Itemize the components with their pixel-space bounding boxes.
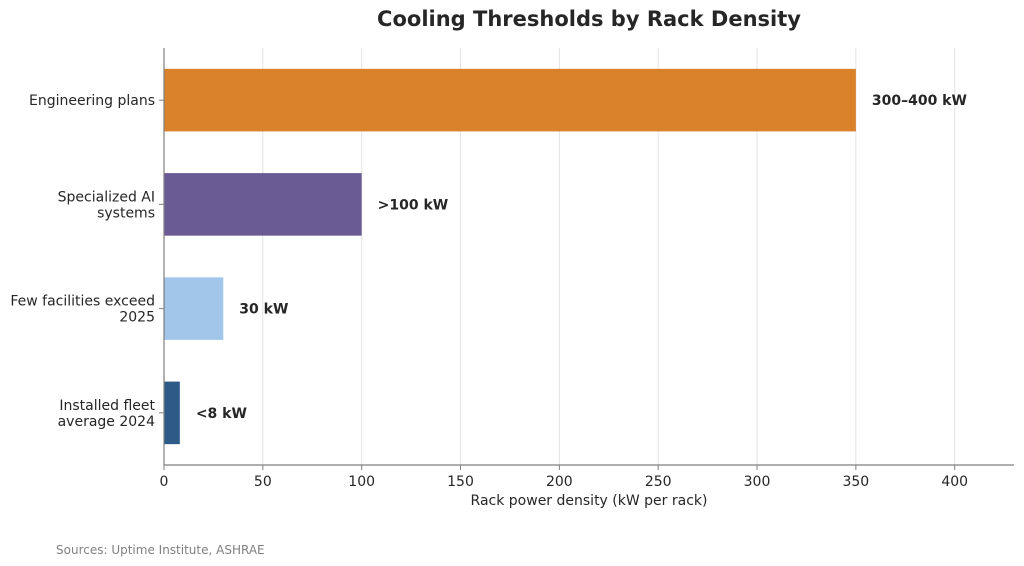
x-tick-label: 200 bbox=[546, 474, 573, 490]
bar bbox=[164, 173, 362, 236]
category-label: Installed fleet average 2024 bbox=[58, 398, 156, 430]
x-tick-label: 150 bbox=[447, 474, 474, 490]
data-label: 300–400 kW bbox=[872, 93, 967, 109]
category-label-line: Installed fleet bbox=[59, 398, 155, 414]
x-axis-label: Rack power density (kW per rack) bbox=[471, 493, 708, 509]
x-tick-label: 400 bbox=[941, 474, 968, 490]
x-tick-label: 50 bbox=[254, 474, 272, 490]
category-label-line: average 2024 bbox=[58, 414, 155, 430]
y-tick-labels: Engineering plans Specialized AI systems Fe… bbox=[10, 93, 164, 430]
x-ticks: 0 50 100 150 200 250 300 350 400 bbox=[160, 465, 968, 490]
data-labels: 300–400 kW >100 kW 30 kW <8 kW bbox=[196, 93, 967, 422]
data-label: >100 kW bbox=[378, 197, 449, 213]
bar bbox=[164, 68, 856, 132]
category-label: Engineering plans bbox=[29, 93, 155, 109]
x-tick-label: 100 bbox=[348, 474, 375, 490]
bars bbox=[164, 68, 856, 445]
chart-title: Cooling Thresholds by Rack Density bbox=[377, 7, 801, 31]
category-label: Few facilities exceed 2025 bbox=[10, 294, 155, 326]
bar bbox=[164, 277, 224, 340]
x-tick-label: 300 bbox=[744, 474, 771, 490]
axes bbox=[163, 48, 1014, 466]
source-note: Sources: Uptime Institute, ASHRAE bbox=[56, 543, 265, 557]
category-label: Specialized AI systems bbox=[58, 189, 155, 221]
data-label: <8 kW bbox=[196, 406, 247, 422]
x-tick-label: 250 bbox=[645, 474, 672, 490]
category-label-line: Specialized AI bbox=[58, 189, 155, 205]
category-label-line: 2025 bbox=[119, 310, 155, 326]
bar bbox=[164, 381, 180, 445]
data-label: 30 kW bbox=[239, 302, 288, 318]
category-label-line: Engineering plans bbox=[29, 93, 155, 109]
category-label-line: systems bbox=[97, 205, 155, 221]
x-tick-label: 0 bbox=[160, 474, 169, 490]
category-label-line: Few facilities exceed bbox=[10, 294, 155, 310]
x-tick-label: 350 bbox=[842, 474, 869, 490]
